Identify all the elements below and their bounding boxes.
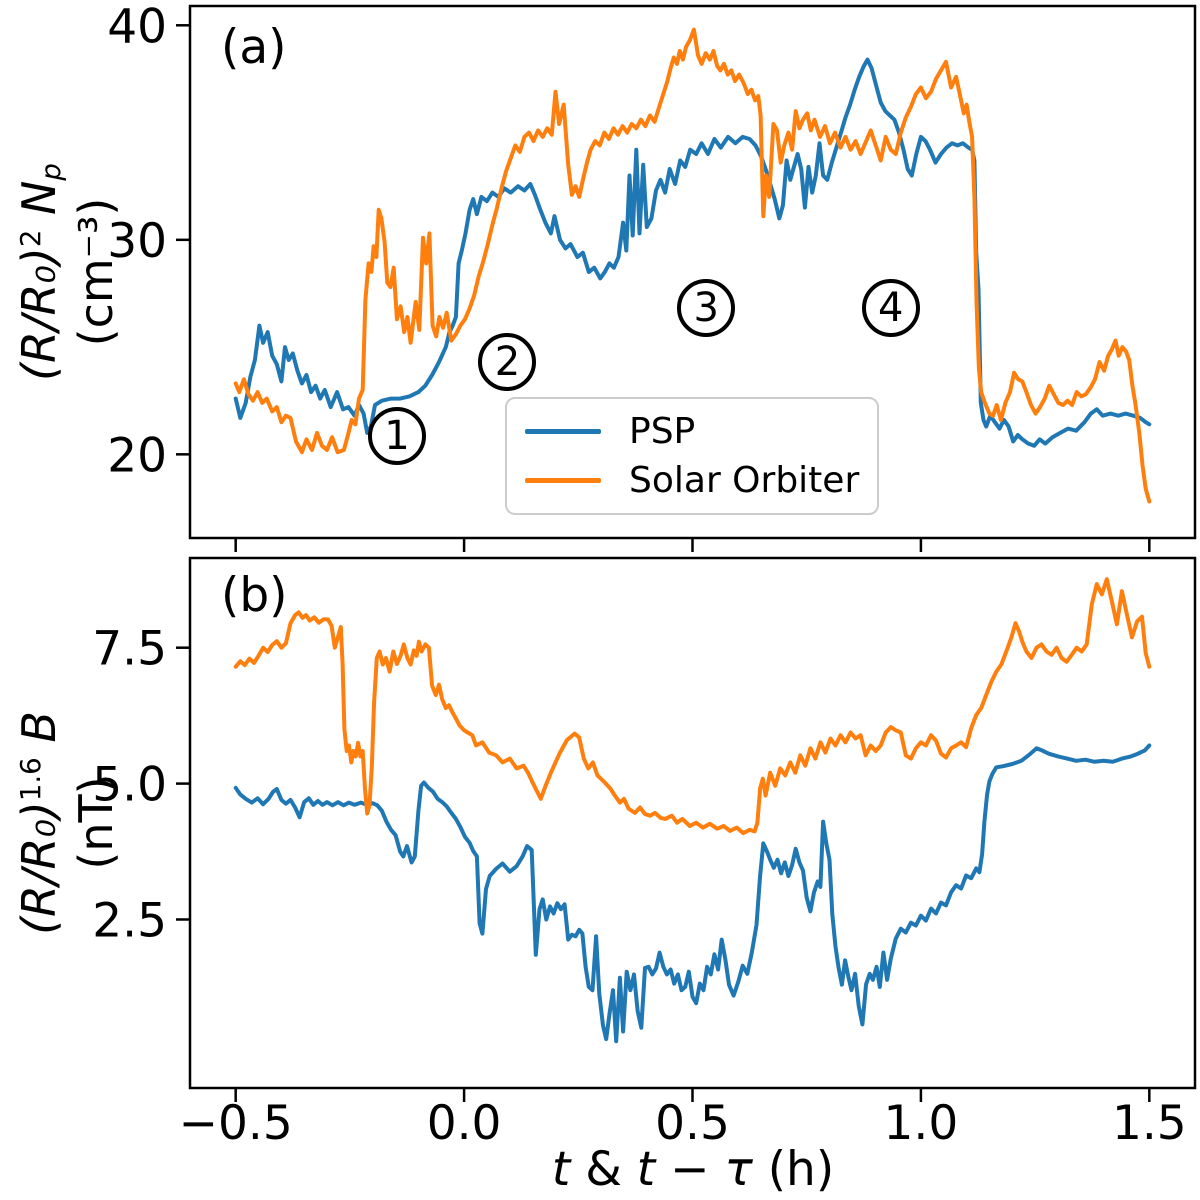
x-tick-label: 0.0 [427, 1096, 502, 1151]
circled-number-2: 2 [478, 333, 537, 392]
y-tick-label-b: 7.5 [92, 622, 167, 677]
x-tick-label: −0.5 [179, 1096, 293, 1151]
legend: PSP Solar Orbiter [505, 397, 879, 515]
x-tick-label: 0.5 [655, 1096, 730, 1151]
y-axis-label-b: (R/R₀)1.6 B (nT) [11, 711, 125, 935]
x-tick-label: 1.0 [884, 1096, 959, 1151]
legend-item-psp: PSP [525, 410, 877, 452]
ylabel-a-exponent: 2 [13, 229, 47, 248]
xlabel-unit: (h) [752, 1142, 835, 1197]
y-axis-label-a-units: (cm⁻³) [69, 197, 123, 347]
y-tick-label-a: 40 [107, 0, 167, 54]
legend-label: PSP [629, 410, 696, 452]
x-axis-label: t & t − τ (h) [552, 1146, 834, 1193]
legend-line-sample [525, 429, 601, 434]
y-axis-label-a: (R/R₀)2 Np (cm⁻³) [11, 163, 125, 381]
circled-number-1: 1 [367, 407, 426, 466]
panel-b: 2.5 5.0 7.5 −0.5 0.0 0.5 1.0 1.5 [92, 556, 1197, 1151]
xlabel-t-tau: t − τ [636, 1142, 753, 1197]
circled-number-3: 3 [677, 279, 736, 338]
ylabel-b-exponent: 1.6 [13, 757, 47, 802]
xlabel-t: t [551, 1142, 571, 1197]
ylabel-a-variable: N [11, 180, 66, 230]
y-axis-label-b-line1: (R/R₀)1.6 B [11, 711, 68, 935]
circled-number-4: 4 [861, 279, 920, 338]
series-line-psp-b [233, 743, 1152, 1044]
xlabel-amp: & [570, 1142, 637, 1197]
panel-b-label: (b) [221, 568, 288, 623]
series-line-solar-orbiter-a [233, 27, 1152, 504]
legend-label: Solar Orbiter [629, 459, 860, 501]
y-tick-label-a: 20 [107, 428, 167, 483]
legend-line-sample [525, 478, 601, 483]
ylabel-b-variable: B [11, 711, 66, 758]
panel-a: 20 30 40 [107, 0, 1197, 552]
legend-item-solar-orbiter: Solar Orbiter [525, 459, 877, 501]
x-tick-label: 1.5 [1112, 1096, 1187, 1151]
y-axis-label-a-line1: (R/R₀)2 Np [11, 163, 68, 381]
panel-a-label: (a) [221, 20, 287, 75]
y-tick-label-a: 30 [107, 214, 167, 269]
ylabel-b-base: (R/R₀) [11, 801, 66, 935]
y-tick-label-b: 2.5 [92, 893, 167, 948]
series-line-solar-orbiter-b [233, 577, 1152, 836]
ylabel-a-variable-sub: p [34, 163, 68, 181]
y-axis-label-b-units: (nT) [69, 776, 123, 870]
ylabel-a-base: (R/R₀) [11, 247, 66, 381]
y-tick-label-b: 5.0 [92, 758, 167, 813]
